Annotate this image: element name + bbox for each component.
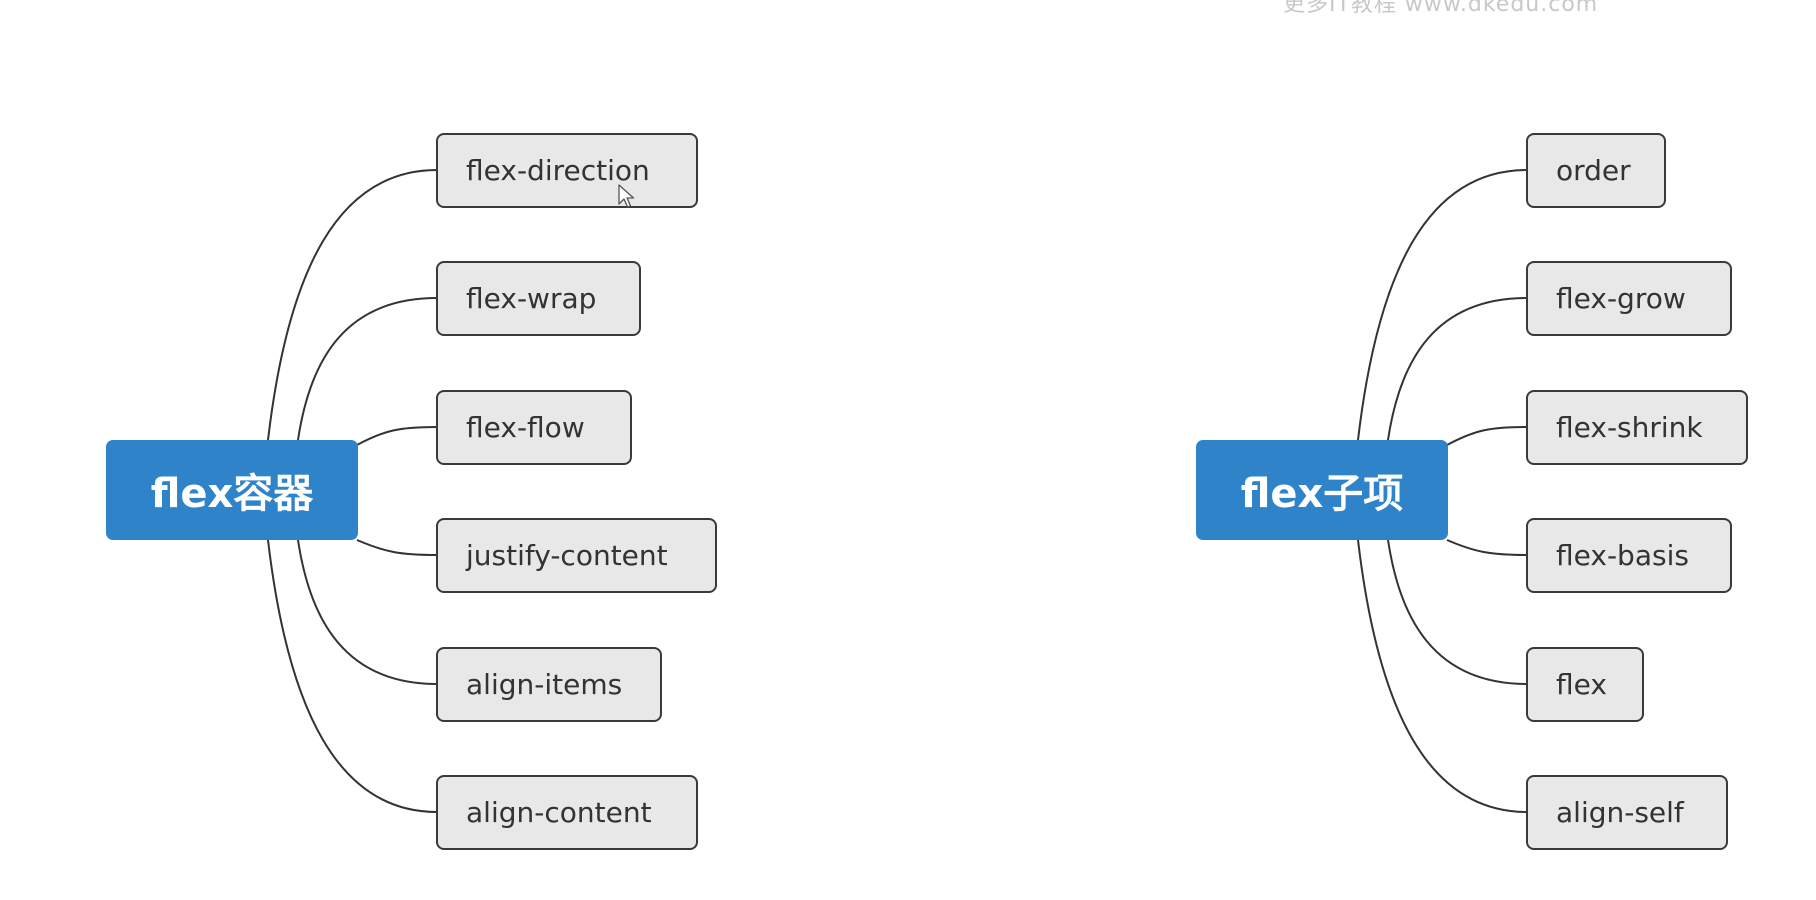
child-node-align-items[interactable]: align-items xyxy=(436,647,662,722)
connector-line xyxy=(1387,297,1528,441)
child-node-flex-basis[interactable]: flex-basis xyxy=(1526,518,1732,593)
connector-line xyxy=(1357,169,1528,441)
child-node-flex[interactable]: flex xyxy=(1526,647,1644,722)
right-map-connectors xyxy=(1357,169,1528,813)
mouse-cursor-icon xyxy=(618,184,635,208)
connector-line xyxy=(297,539,438,685)
child-node-flex-direction[interactable]: flex-direction xyxy=(436,133,698,208)
child-node-align-self[interactable]: align-self xyxy=(1526,775,1728,850)
child-node-justify-content[interactable]: justify-content xyxy=(436,518,717,593)
root-node-flex-container[interactable]: flex容器 xyxy=(106,440,358,540)
connector-line xyxy=(267,539,438,813)
child-node-flex-wrap[interactable]: flex-wrap xyxy=(436,261,641,336)
child-node-flex-flow[interactable]: flex-flow xyxy=(436,390,632,465)
child-node-align-content[interactable]: align-content xyxy=(436,775,698,850)
connector-line xyxy=(1446,426,1528,446)
connector-line xyxy=(356,539,438,556)
connector-line xyxy=(297,297,438,441)
left-map-connectors xyxy=(267,169,438,813)
connector-line xyxy=(267,169,438,441)
connector-line xyxy=(1357,539,1528,813)
connector-line xyxy=(1387,539,1528,685)
child-node-flex-grow[interactable]: flex-grow xyxy=(1526,261,1732,336)
child-node-order[interactable]: order xyxy=(1526,133,1666,208)
connector-line xyxy=(356,426,438,446)
watermark-text: 更多IT教程 www.dkedu.com xyxy=(1283,0,1599,17)
child-node-flex-shrink[interactable]: flex-shrink xyxy=(1526,390,1748,465)
connector-line xyxy=(1446,539,1528,556)
root-node-flex-item[interactable]: flex子项 xyxy=(1196,440,1448,540)
